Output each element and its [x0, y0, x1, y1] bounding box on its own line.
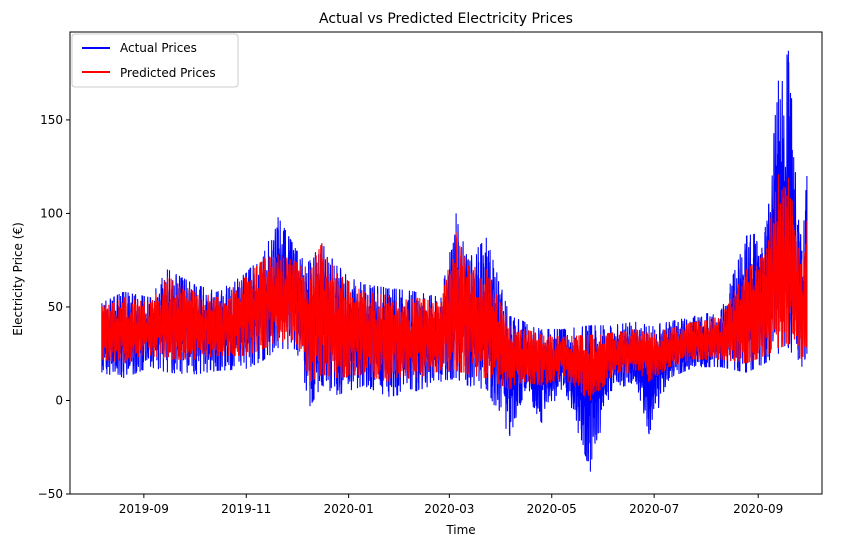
x-tick-label: 2020-09	[733, 502, 783, 516]
legend: Actual Prices Predicted Prices	[71, 33, 239, 88]
x-tick-label: 2019-09	[119, 502, 169, 516]
axes-frame	[69, 31, 823, 495]
legend-box	[71, 33, 239, 88]
chart-title: Actual vs Predicted Electricity Prices	[319, 11, 573, 27]
x-tick-label: 2019-11	[221, 502, 271, 516]
y-tick-label: 150	[40, 113, 63, 127]
x-axis-label: Time	[445, 523, 475, 537]
y-tick-label: 100	[40, 206, 63, 220]
series-line-predicted	[101, 174, 808, 401]
x-tick-label: 2020-03	[424, 502, 474, 516]
x-tick-label: 2020-07	[629, 502, 679, 516]
x-tick-label: 2020-01	[324, 502, 374, 516]
legend-label-actual: Actual Prices	[120, 41, 197, 55]
y-axis-label: Electricity Price (€)	[11, 222, 25, 336]
axis-ticks: 2019-09 2019-11 2020-01 2020-03 2020-05 2020-…	[38, 113, 784, 516]
plot-area	[101, 50, 808, 472]
y-tick-label: 0	[55, 393, 63, 407]
x-tick-label: 2020-05	[527, 502, 577, 516]
legend-label-predicted: Predicted Prices	[120, 66, 216, 80]
y-tick-label: 50	[48, 300, 63, 314]
y-tick-label: −50	[38, 487, 63, 501]
